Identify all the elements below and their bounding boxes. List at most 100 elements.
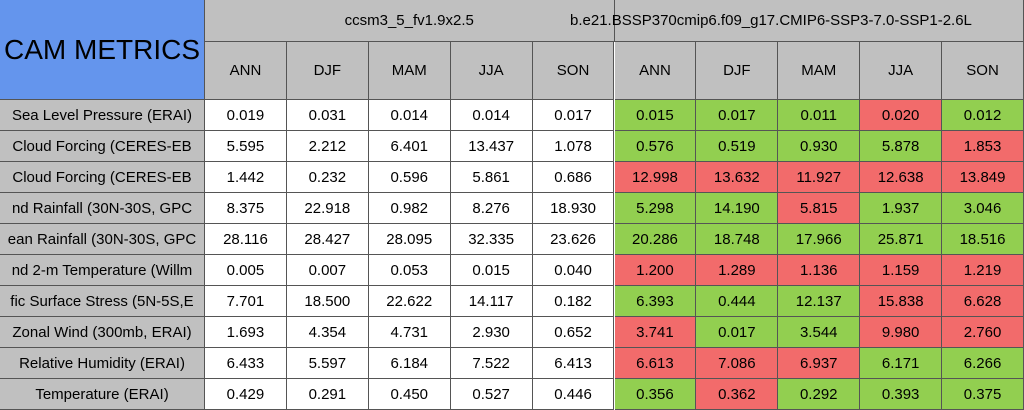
metric-value: 0.596 bbox=[368, 162, 451, 193]
metric-value: 9.980 bbox=[860, 317, 943, 348]
metric-value: 0.015 bbox=[614, 100, 697, 131]
metric-value: 0.519 bbox=[696, 131, 779, 162]
metric-value: 5.878 bbox=[860, 131, 943, 162]
season-header: JJA bbox=[450, 42, 533, 100]
metric-value: 0.444 bbox=[696, 286, 779, 317]
metric-value: 6.628 bbox=[942, 286, 1024, 317]
metric-value: 1.219 bbox=[942, 255, 1024, 286]
metric-value: 32.335 bbox=[450, 224, 533, 255]
metric-value: 6.433 bbox=[205, 348, 287, 379]
season-header: MAM bbox=[368, 42, 451, 100]
season-header: DJF bbox=[286, 42, 369, 100]
metric-value: 0.040 bbox=[532, 255, 615, 286]
metric-value: 18.500 bbox=[286, 286, 369, 317]
metric-value: 0.576 bbox=[614, 131, 697, 162]
metric-value: 0.020 bbox=[860, 100, 943, 131]
metric-value: 12.998 bbox=[614, 162, 697, 193]
metric-value: 1.136 bbox=[778, 255, 861, 286]
metric-value: 18.930 bbox=[532, 193, 615, 224]
metric-value: 1.442 bbox=[205, 162, 287, 193]
metric-value: 14.190 bbox=[696, 193, 779, 224]
row-label: Sea Level Pressure (ERAI) bbox=[0, 100, 205, 131]
metric-value: 8.375 bbox=[205, 193, 287, 224]
metric-value: 5.298 bbox=[614, 193, 697, 224]
metric-value: 0.362 bbox=[696, 379, 779, 410]
row-label: Zonal Wind (300mb, ERAI) bbox=[0, 317, 205, 348]
metric-value: 6.184 bbox=[368, 348, 451, 379]
metric-value: 0.011 bbox=[778, 100, 861, 131]
case-header: ccsm3_5_fv1.9x2.5 bbox=[205, 0, 615, 42]
metric-value: 13.437 bbox=[450, 131, 533, 162]
row-label: nd 2-m Temperature (Willm bbox=[0, 255, 205, 286]
metric-value: 0.527 bbox=[450, 379, 533, 410]
metric-value: 13.632 bbox=[696, 162, 779, 193]
row-label: fic Surface Stress (5N-5S,E bbox=[0, 286, 205, 317]
metric-value: 0.007 bbox=[286, 255, 369, 286]
metric-value: 18.516 bbox=[942, 224, 1024, 255]
metric-value: 0.019 bbox=[205, 100, 287, 131]
metric-value: 6.937 bbox=[778, 348, 861, 379]
metric-value: 0.686 bbox=[532, 162, 615, 193]
metric-value: 5.815 bbox=[778, 193, 861, 224]
metric-value: 2.212 bbox=[286, 131, 369, 162]
metric-value: 11.927 bbox=[778, 162, 861, 193]
metric-value: 7.086 bbox=[696, 348, 779, 379]
season-header: SON bbox=[532, 42, 615, 100]
metric-value: 0.014 bbox=[368, 100, 451, 131]
metric-value: 0.012 bbox=[942, 100, 1024, 131]
row-label: Temperature (ERAI) bbox=[0, 379, 205, 410]
row-label: Cloud Forcing (CERES-EB bbox=[0, 131, 205, 162]
row-label: nd Rainfall (30N-30S, GPC bbox=[0, 193, 205, 224]
metric-value: 6.401 bbox=[368, 131, 451, 162]
metric-value: 0.930 bbox=[778, 131, 861, 162]
row-label: Cloud Forcing (CERES-EB bbox=[0, 162, 205, 193]
metric-value: 4.731 bbox=[368, 317, 451, 348]
metric-value: 1.200 bbox=[614, 255, 697, 286]
metric-value: 0.017 bbox=[696, 100, 779, 131]
metric-value: 13.849 bbox=[942, 162, 1024, 193]
metric-value: 12.638 bbox=[860, 162, 943, 193]
metric-value: 2.930 bbox=[450, 317, 533, 348]
row-label: Relative Humidity (ERAI) bbox=[0, 348, 205, 379]
metric-value: 22.918 bbox=[286, 193, 369, 224]
metric-value: 6.393 bbox=[614, 286, 697, 317]
metric-value: 12.137 bbox=[778, 286, 861, 317]
metric-value: 1.937 bbox=[860, 193, 943, 224]
metric-value: 0.017 bbox=[696, 317, 779, 348]
metric-value: 3.741 bbox=[614, 317, 697, 348]
case-header-bg bbox=[614, 0, 1024, 42]
metric-value: 5.597 bbox=[286, 348, 369, 379]
table-title: CAM METRICS bbox=[0, 0, 205, 100]
metric-value: 0.450 bbox=[368, 379, 451, 410]
metric-value: 6.613 bbox=[614, 348, 697, 379]
metric-value: 0.446 bbox=[532, 379, 615, 410]
metric-value: 1.853 bbox=[942, 131, 1024, 162]
metric-value: 7.522 bbox=[450, 348, 533, 379]
metric-value: 0.232 bbox=[286, 162, 369, 193]
metric-value: 3.544 bbox=[778, 317, 861, 348]
metric-value: 6.171 bbox=[860, 348, 943, 379]
metric-value: 7.701 bbox=[205, 286, 287, 317]
metric-value: 0.982 bbox=[368, 193, 451, 224]
season-header: ANN bbox=[614, 42, 697, 100]
metric-value: 4.354 bbox=[286, 317, 369, 348]
metric-value: 3.046 bbox=[942, 193, 1024, 224]
metric-value: 22.622 bbox=[368, 286, 451, 317]
season-header: DJF bbox=[696, 42, 779, 100]
metric-value: 6.266 bbox=[942, 348, 1024, 379]
metric-value: 17.966 bbox=[778, 224, 861, 255]
season-header: SON bbox=[942, 42, 1024, 100]
metric-value: 0.429 bbox=[205, 379, 287, 410]
metric-value: 0.053 bbox=[368, 255, 451, 286]
metric-value: 1.159 bbox=[860, 255, 943, 286]
metric-value: 14.117 bbox=[450, 286, 533, 317]
metric-value: 0.292 bbox=[778, 379, 861, 410]
metric-value: 0.291 bbox=[286, 379, 369, 410]
metric-value: 6.413 bbox=[532, 348, 615, 379]
metric-value: 15.838 bbox=[860, 286, 943, 317]
metric-value: 5.595 bbox=[205, 131, 287, 162]
metric-value: 28.116 bbox=[205, 224, 287, 255]
metric-value: 0.015 bbox=[450, 255, 533, 286]
season-header: JJA bbox=[860, 42, 943, 100]
metric-value: 0.182 bbox=[532, 286, 615, 317]
